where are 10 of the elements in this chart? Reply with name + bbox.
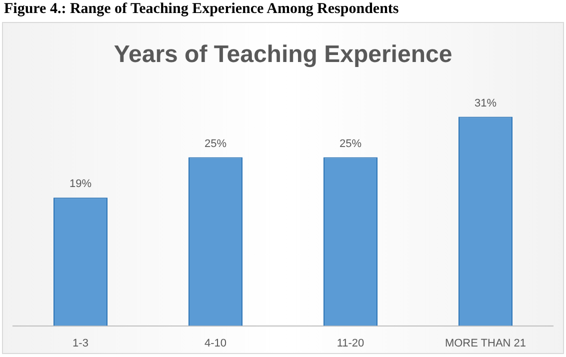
caption: Figure 4.: Range of Teaching Experience Among Respondents — [3, 0, 400, 18]
data-label: 25% — [204, 138, 227, 150]
x-tick-label: 1-3 — [72, 337, 88, 350]
x-tick-label: 4-10 — [204, 337, 227, 350]
chart-title: Years of Teaching Experience — [114, 41, 452, 68]
x-tick-label: 11-20 — [336, 337, 364, 350]
data-label: 19% — [69, 178, 92, 190]
data-label: 25% — [339, 138, 362, 150]
x-tick-label: MORE THAN 21 — [444, 337, 526, 350]
data-label: 31% — [474, 97, 497, 110]
